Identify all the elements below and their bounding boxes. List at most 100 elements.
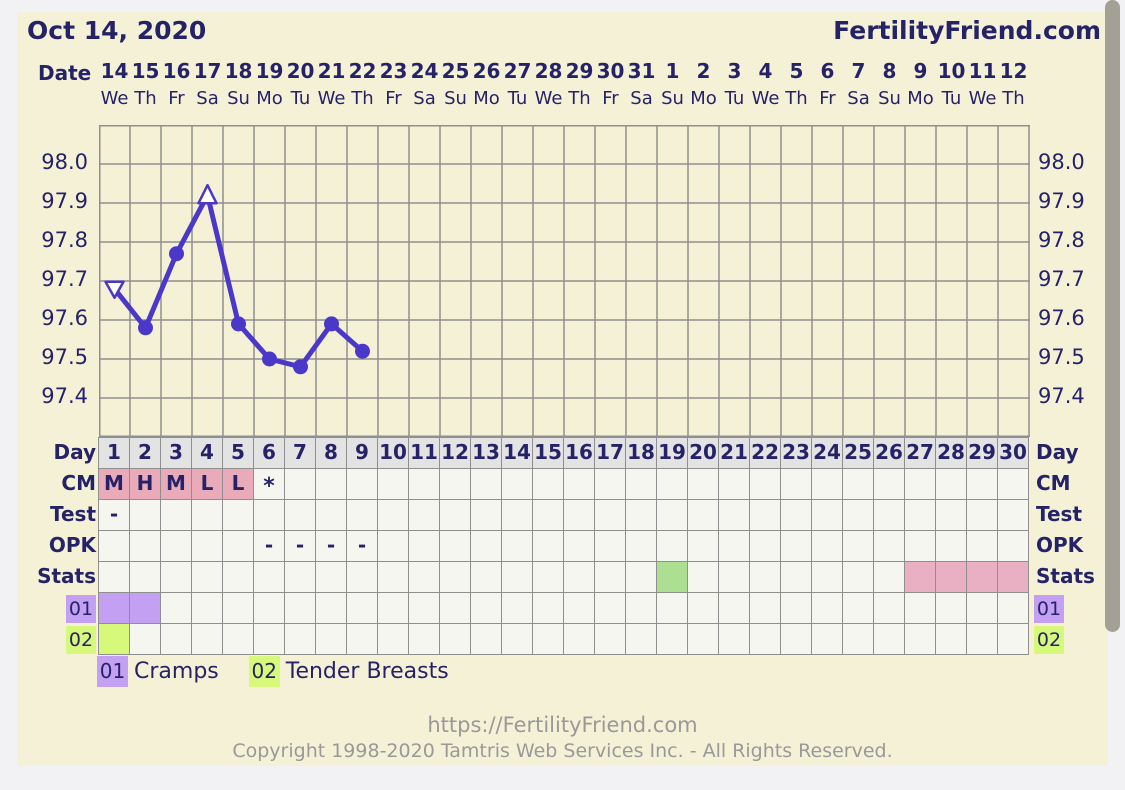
test-cell[interactable] [904,499,936,531]
test-cell[interactable] [160,499,192,531]
cm-cell[interactable] [594,468,626,500]
test-cell[interactable] [873,499,905,531]
test-cell[interactable] [997,499,1029,531]
day-cell[interactable]: 7 [284,437,316,469]
sym2-cell[interactable] [98,623,130,655]
sym1-cell[interactable] [191,592,223,624]
day-cell[interactable]: 28 [935,437,967,469]
opk-cell[interactable] [966,530,998,562]
sym1-cell[interactable] [129,592,161,624]
sym2-cell[interactable] [656,623,688,655]
cm-cell[interactable]: H [129,468,161,500]
sym1-cell[interactable] [98,592,130,624]
cm-cell[interactable] [966,468,998,500]
day-cell[interactable]: 22 [749,437,781,469]
sym2-cell[interactable] [191,623,223,655]
sym1-cell[interactable] [842,592,874,624]
test-cell[interactable] [718,499,750,531]
stats-cell[interactable] [842,561,874,593]
day-cell[interactable]: 30 [997,437,1029,469]
opk-cell[interactable] [532,530,564,562]
day-cell[interactable]: 20 [687,437,719,469]
temp-point-circle[interactable] [262,351,277,367]
cm-cell[interactable] [625,468,657,500]
test-cell[interactable] [842,499,874,531]
cm-cell[interactable]: * [253,468,285,500]
sym2-cell[interactable] [439,623,471,655]
test-cell[interactable] [625,499,657,531]
day-cell[interactable]: 16 [563,437,595,469]
sym1-cell[interactable] [935,592,967,624]
stats-cell[interactable] [501,561,533,593]
sym1-cell[interactable] [563,592,595,624]
sym1-cell[interactable] [501,592,533,624]
day-cell[interactable]: 18 [625,437,657,469]
sym2-cell[interactable] [997,623,1029,655]
test-cell[interactable] [532,499,564,531]
test-cell[interactable]: - [98,499,130,531]
opk-cell[interactable] [904,530,936,562]
sym2-cell[interactable] [718,623,750,655]
day-cell[interactable]: 26 [873,437,905,469]
test-cell[interactable] [687,499,719,531]
cm-cell[interactable] [315,468,347,500]
cm-cell[interactable] [656,468,688,500]
cm-cell[interactable] [935,468,967,500]
day-cell[interactable]: 1 [98,437,130,469]
opk-cell[interactable] [718,530,750,562]
day-cell[interactable]: 12 [439,437,471,469]
stats-cell[interactable] [687,561,719,593]
sym1-cell[interactable] [811,592,843,624]
sym1-cell[interactable] [253,592,285,624]
stats-cell[interactable] [532,561,564,593]
stats-cell[interactable] [408,561,440,593]
sym1-cell[interactable] [687,592,719,624]
cm-cell[interactable] [687,468,719,500]
cm-cell[interactable]: L [222,468,254,500]
sym1-cell[interactable] [873,592,905,624]
day-cell[interactable]: 5 [222,437,254,469]
sym2-cell[interactable] [594,623,626,655]
sym1-cell[interactable] [222,592,254,624]
sym2-cell[interactable] [253,623,285,655]
sym2-cell[interactable] [532,623,564,655]
temp-point-triangle-up[interactable] [197,183,218,205]
cm-cell[interactable] [284,468,316,500]
stats-cell[interactable] [191,561,223,593]
day-cell[interactable]: 4 [191,437,223,469]
stats-cell[interactable] [284,561,316,593]
sym1-cell[interactable] [718,592,750,624]
stats-cell[interactable] [439,561,471,593]
day-cell[interactable]: 29 [966,437,998,469]
sym2-cell[interactable] [687,623,719,655]
cm-cell[interactable] [997,468,1029,500]
day-cell[interactable]: 8 [315,437,347,469]
sym1-cell[interactable] [346,592,378,624]
opk-cell[interactable] [377,530,409,562]
stats-cell[interactable] [222,561,254,593]
sym2-cell[interactable] [842,623,874,655]
day-cell[interactable]: 23 [780,437,812,469]
cm-cell[interactable] [811,468,843,500]
temperature-chart[interactable] [99,125,1030,437]
stats-cell[interactable] [935,561,967,593]
opk-cell[interactable] [501,530,533,562]
cm-cell[interactable] [377,468,409,500]
temp-point-circle[interactable] [138,320,153,336]
stats-cell[interactable] [253,561,285,593]
day-cell[interactable]: 3 [160,437,192,469]
test-cell[interactable] [935,499,967,531]
sym2-cell[interactable] [563,623,595,655]
sym2-cell[interactable] [780,623,812,655]
cm-cell[interactable] [346,468,378,500]
stats-cell[interactable] [966,561,998,593]
test-cell[interactable] [222,499,254,531]
opk-cell[interactable] [997,530,1029,562]
sym2-cell[interactable] [408,623,440,655]
test-cell[interactable] [470,499,502,531]
day-cell[interactable]: 19 [656,437,688,469]
cm-cell[interactable]: M [160,468,192,500]
cm-cell[interactable] [904,468,936,500]
stats-cell[interactable] [904,561,936,593]
opk-cell[interactable] [594,530,626,562]
